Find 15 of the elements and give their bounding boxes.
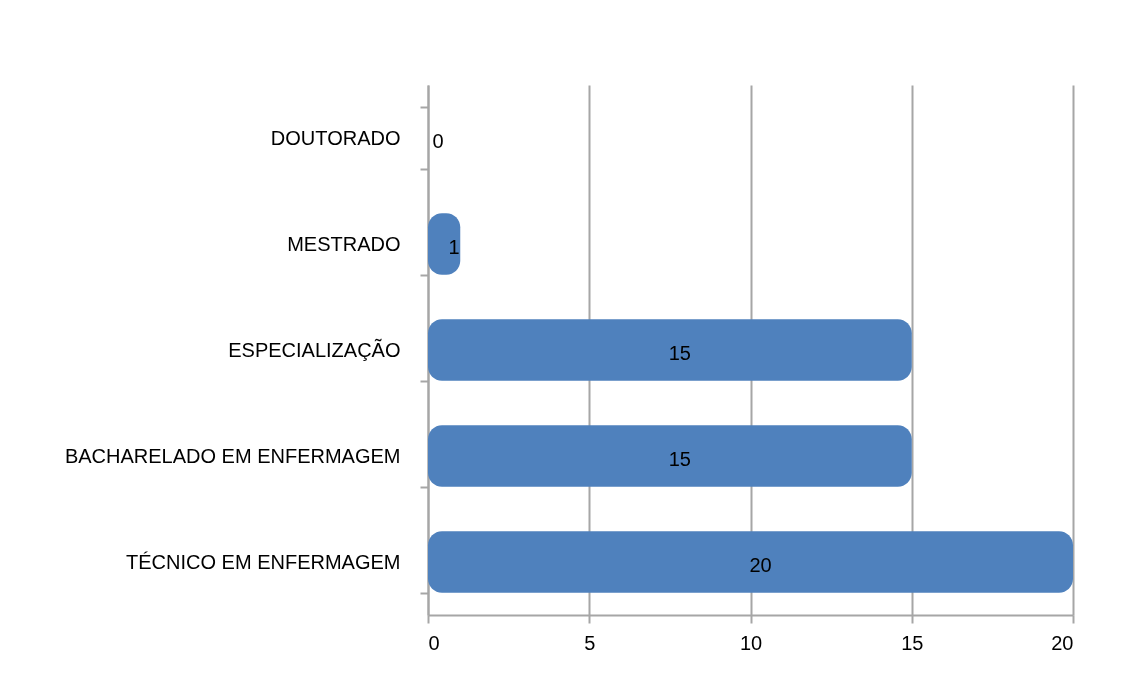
y-tick-label: ESPECIALIZAÇÃO — [228, 337, 401, 361]
x-tick-label: 0 — [428, 631, 440, 654]
data-label: 1 — [448, 236, 460, 258]
y-tick-label: BACHARELADO EM ENFERMAGEM — [64, 444, 401, 467]
y-tick-label: TÉCNICO EM ENFERMAGEM — [126, 550, 401, 573]
y-tick-label: DOUTORADO — [270, 126, 401, 149]
y-tick-label: MESTRADO — [287, 232, 401, 255]
data-label: 20 — [749, 554, 772, 576]
x-tick-label: 5 — [584, 631, 596, 654]
data-label: 0 — [432, 130, 444, 152]
x-tick-label: 15 — [901, 631, 924, 654]
x-tick-label: 10 — [739, 631, 763, 654]
data-label: 15 — [668, 448, 691, 470]
x-tick-label: 20 — [1051, 631, 1074, 654]
data-label: 15 — [668, 342, 691, 364]
